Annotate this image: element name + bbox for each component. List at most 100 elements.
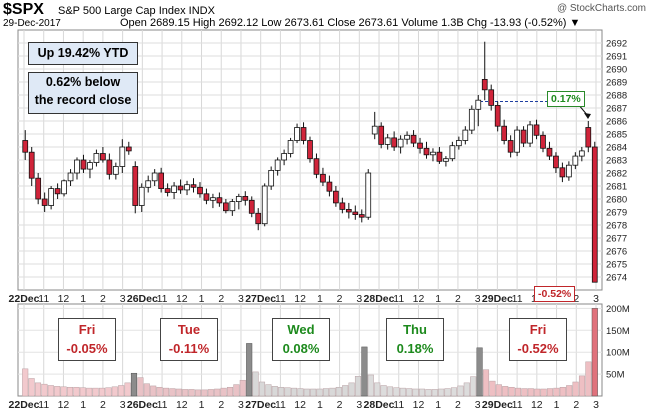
volume-bar [457,385,464,397]
volume-bar [239,379,246,397]
y-tick-label: 2676 [606,247,627,258]
volume-bar [265,384,272,397]
x-tick-label: 3 [593,293,599,305]
candle-body [229,201,236,212]
record-callout: 0.62% below the record close [28,72,138,114]
y-tick-label: 2692 [606,39,627,50]
x-tick-label: 11 [393,293,404,305]
volume-bar [553,387,560,397]
symbol: $SPX [3,1,44,18]
volume-bar [521,388,528,397]
volume-bar [316,388,323,397]
volume-bar [182,389,189,397]
day-change: -0.52% [517,341,559,356]
x-tick-label-volume: 2 [337,399,343,411]
candle-body [320,173,326,183]
volume-bar [399,387,406,397]
candle-body [190,184,197,188]
volume-bar [425,389,432,397]
volume-bar [514,387,522,397]
x-tick-label: 1 [80,293,86,305]
volume-bar [591,308,598,397]
x-tick-label-volume: 29Dec [482,399,513,411]
candle-body [300,127,307,141]
day-box: Fri -0.52% [509,318,567,361]
x-tick-label-volume: 2 [218,399,224,411]
x-tick-label: 11 [275,293,286,305]
vol-tick-label: 100M [606,348,630,359]
x-tick-label: 12 [58,293,70,305]
x-tick-label: 3 [475,293,481,305]
x-tick-label: 2 [337,293,343,305]
candle-body [533,124,540,136]
volume-bar [463,382,470,397]
candle-body [404,134,410,140]
volume-bar [156,386,163,397]
candle-body [93,153,100,163]
y-tick-label: 2686 [606,117,627,128]
x-tick-label: 2 [218,293,224,305]
candle-body [566,164,572,178]
ytd-callout: Up 19.42% YTD [28,42,138,65]
volume-bar [92,387,99,397]
volume-bar [137,377,144,397]
volume-bar [406,388,413,397]
candle-body [449,145,456,160]
record-callout-line2: the record close [34,93,132,107]
x-tick-label-volume: 12 [294,399,306,411]
x-tick-label-volume: 26Dec [127,399,158,411]
y-tick-label: 2684 [606,143,627,154]
volume-bar [150,385,157,397]
candle-body [462,129,469,141]
ohlc-line: Open 2689.15 High 2692.12 Low 2673.61 Cl… [120,17,581,29]
x-tick-label: 11 [512,293,523,305]
candle-body [80,159,87,170]
candle-body [468,108,475,131]
candle-body [443,158,449,162]
volume-bar [124,382,131,397]
volume-bar [527,388,534,397]
volume-bar [207,389,214,397]
volume-bar [412,388,419,397]
volume-bar [47,385,54,397]
candle-body [378,125,385,145]
vol-tick-label: 50M [606,370,625,381]
volume-bar [162,387,170,397]
y-tick-label: 2677 [606,234,627,245]
candle-body [248,199,255,214]
x-tick-label-volume: 12 [413,399,425,411]
volume-bar [566,385,573,397]
day-name: Thu [403,322,427,337]
candle-body [371,125,378,135]
candle-body [145,180,152,188]
volume-bar [246,343,253,397]
candle-body [345,208,352,213]
candle-body [488,89,495,106]
candle-body [481,79,488,91]
volume-bar [444,388,451,397]
candle-body [112,166,119,175]
x-tick-label-volume: 12 [58,399,70,411]
record-callout-line1: 0.62% below [45,75,121,89]
candle-body [67,172,74,182]
candle-body [494,105,501,127]
candle-body [287,140,294,154]
volume-bar [73,386,80,397]
candle-body [28,151,35,179]
candle-body [333,190,339,204]
record-pct-flag: 0.17% [547,91,585,107]
candle-body [352,211,359,215]
candle-body [261,185,268,225]
volume-bar [450,387,458,397]
volume-bar [329,387,336,397]
x-tick-label: 27Dec [245,293,276,305]
volume-bar [303,388,310,397]
candle-body [546,147,553,157]
y-tick-label: 2685 [606,130,627,141]
volume-bar [258,381,266,397]
volume-bar [354,376,362,397]
x-tick-label-volume: 3 [475,399,481,411]
volume-bar [41,383,48,397]
x-tick-label: 11 [157,293,168,305]
volume-bar [322,388,330,397]
